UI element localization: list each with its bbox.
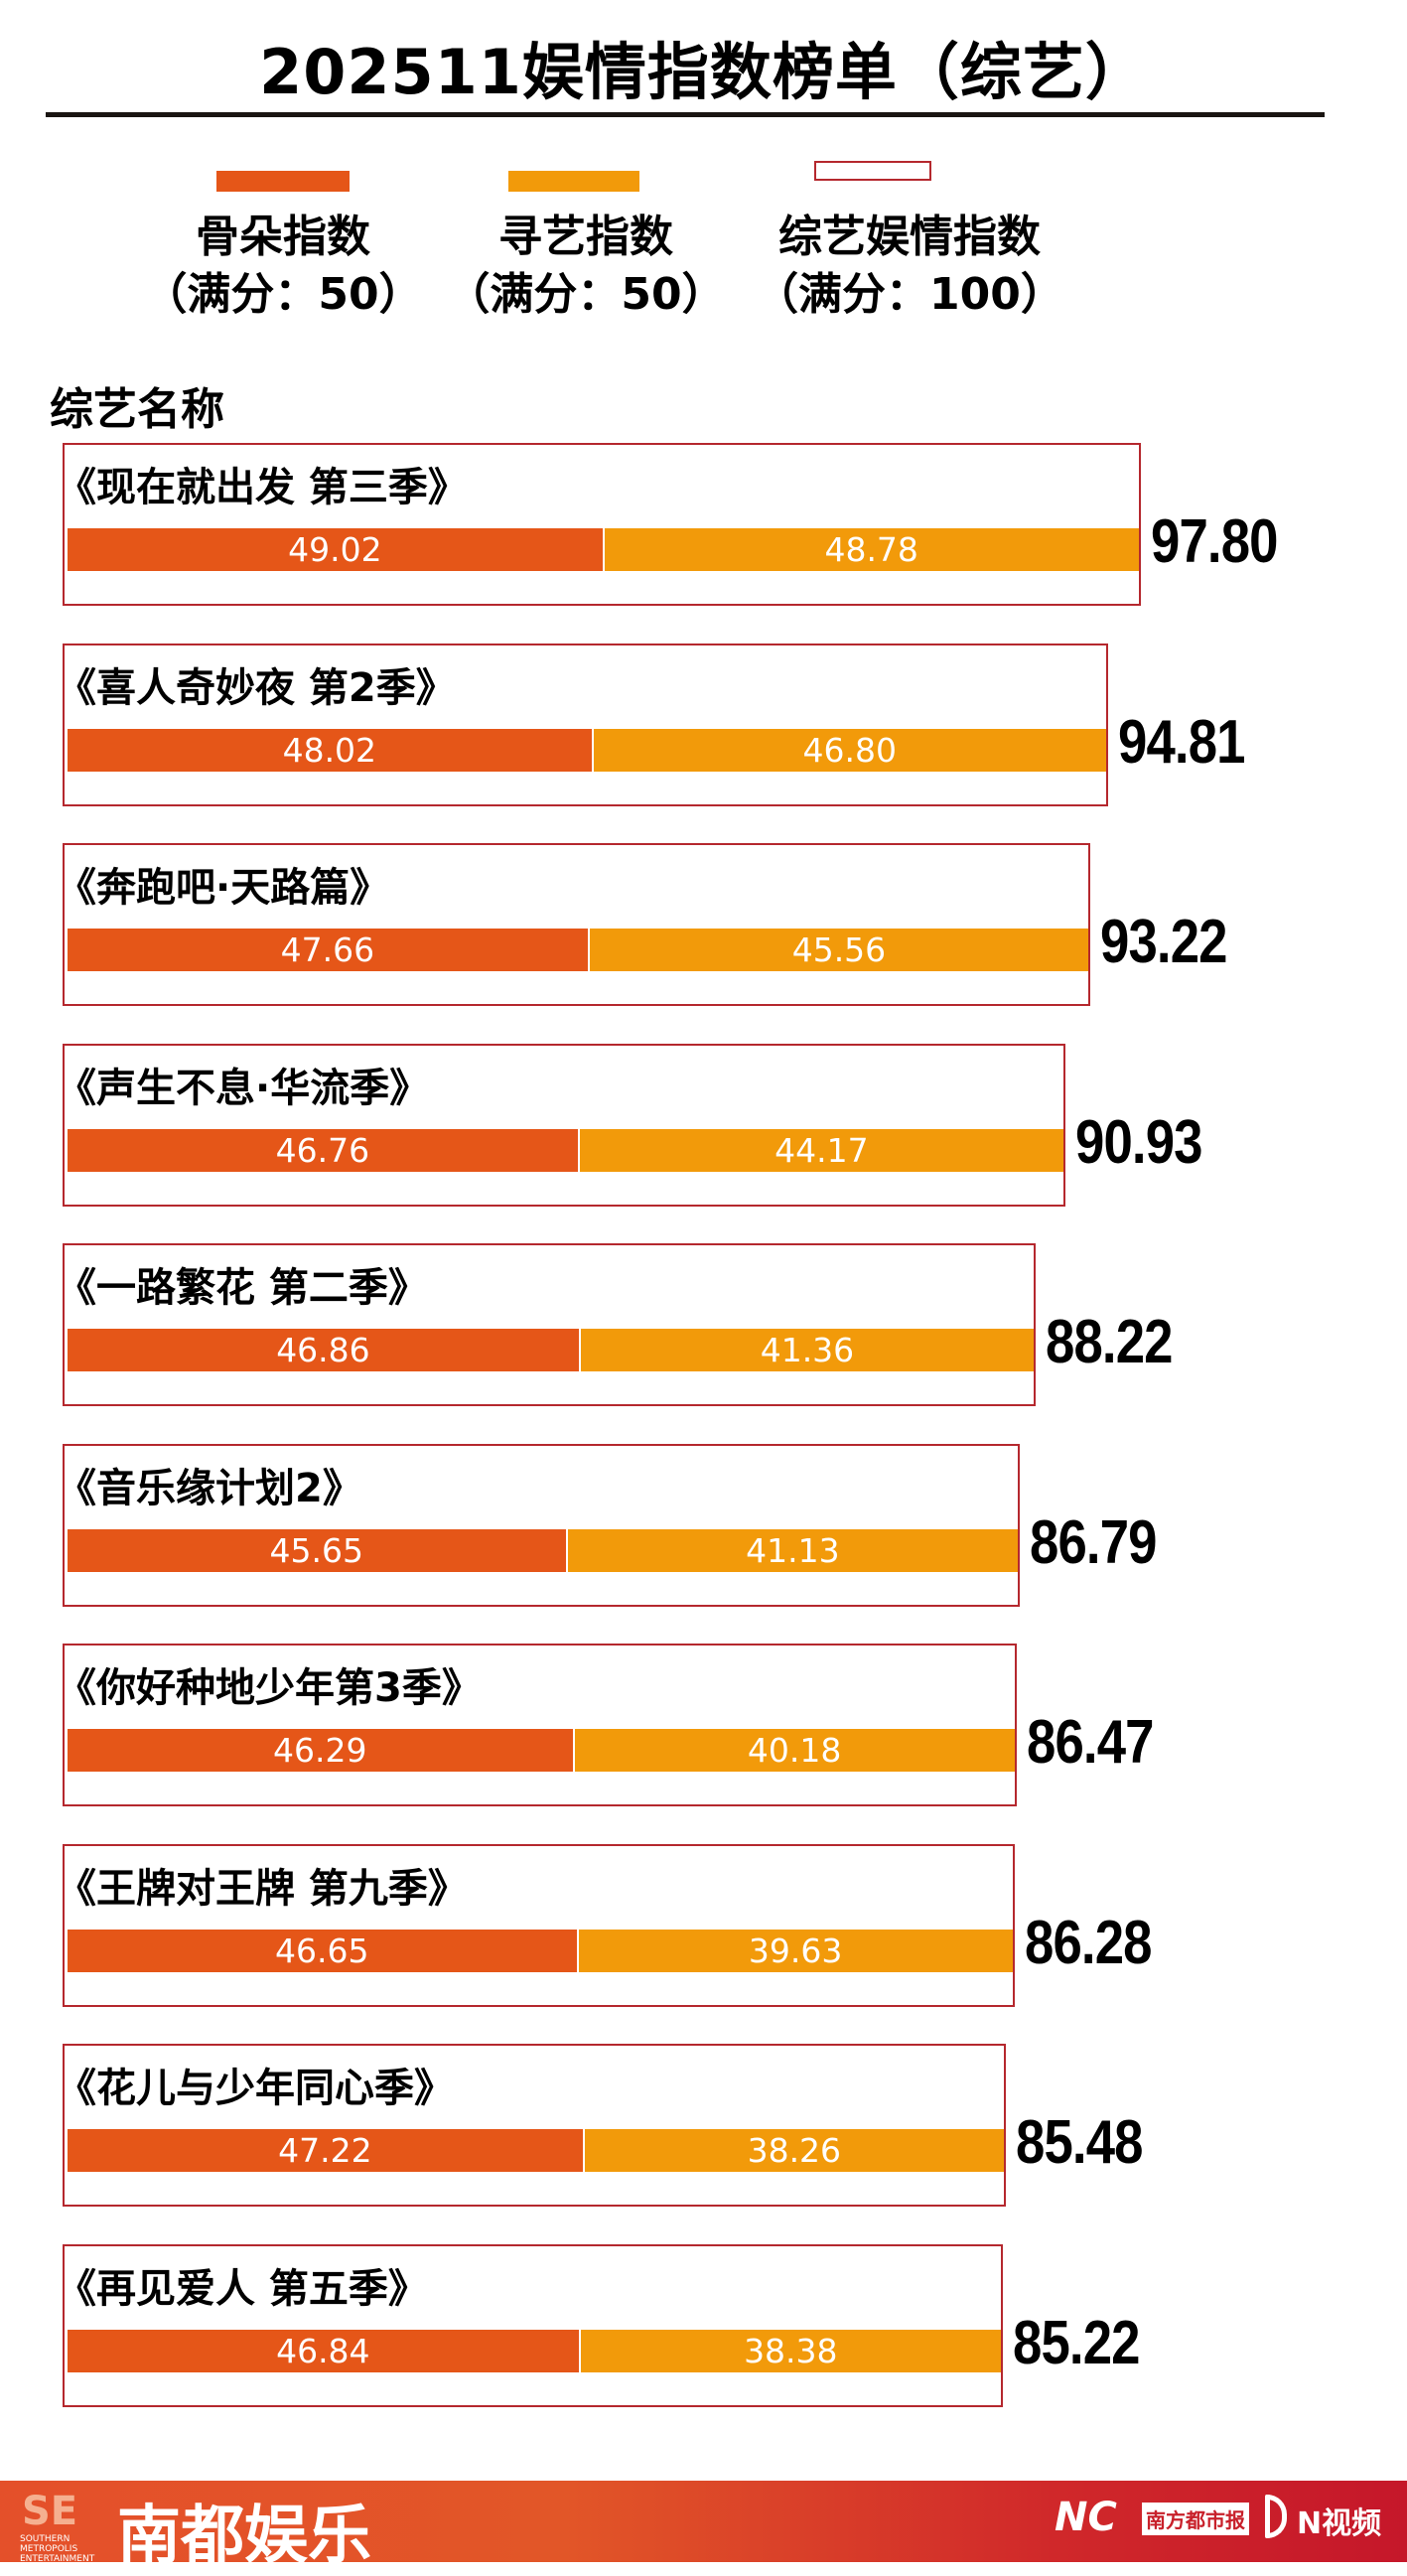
show-name: 《王牌对王牌 第九季》 xyxy=(57,1865,468,1912)
nvideo-icon xyxy=(1265,2495,1287,2538)
column-header: 综艺名称 xyxy=(50,384,224,435)
page-title: 202511娱情指数榜单（综艺） xyxy=(259,36,1148,108)
bar-guduo: 46.65 xyxy=(68,1929,579,1972)
total-score: 93.22 xyxy=(1100,908,1227,976)
show-name: 《喜人奇妙夜 第2季》 xyxy=(57,664,456,711)
legend-label: 寻艺指数 xyxy=(498,212,673,262)
title-divider xyxy=(46,112,1325,117)
chart-row: 《现在就出发 第三季》 49.02 48.78 xyxy=(57,443,1141,606)
legend-guduo: 骨朵指数 （满分：50） xyxy=(134,209,432,324)
total-score: 94.81 xyxy=(1117,707,1245,777)
show-name: 《现在就出发 第三季》 xyxy=(57,465,468,510)
chart-row: 《花儿与少年同心季》 47.22 38.26 xyxy=(57,2044,1006,2207)
chart-row: 《你好种地少年第3季》 46.29 40.18 xyxy=(57,1644,1017,1806)
show-name: 《声生不息·华流季》 xyxy=(57,1065,430,1111)
brand-logo: 南都娱乐 xyxy=(117,2500,371,2573)
partner-logo-nc: NC xyxy=(1055,2495,1117,2540)
bar-guduo: 47.22 xyxy=(68,2129,585,2172)
legend-swatch-xunyi xyxy=(508,171,639,192)
legend-note: （满分：50） xyxy=(446,269,726,320)
bar-xunyi: 39.63 xyxy=(578,1929,1013,1972)
bar-xunyi: 44.17 xyxy=(579,1128,1063,1172)
chart-row: 《一路繁花 第二季》 46.86 41.36 xyxy=(57,1243,1037,1406)
total-score: 86.28 xyxy=(1024,1908,1152,1977)
show-name: 《音乐缘计划2》 xyxy=(57,1465,362,1511)
bar-guduo: 45.65 xyxy=(68,1528,568,1572)
bar-xunyi: 41.36 xyxy=(580,1329,1035,1371)
partner-logo-nvideo: N视频 xyxy=(1297,2506,1382,2541)
legend-swatch-total xyxy=(814,161,931,181)
total-score: 88.22 xyxy=(1046,1308,1173,1376)
bar-guduo: 48.02 xyxy=(68,728,594,772)
show-name: 《再见爱人 第五季》 xyxy=(57,2265,428,2312)
legend-label: 综艺娱情指数 xyxy=(778,212,1041,262)
legend-swatch-guduo xyxy=(216,171,350,192)
chart-row: 《喜人奇妙夜 第2季》 48.02 46.80 xyxy=(57,643,1108,806)
legend-label: 骨朵指数 xyxy=(196,212,370,262)
bar-guduo: 46.84 xyxy=(68,2329,581,2372)
total-score: 85.22 xyxy=(1012,2308,1140,2377)
bar-guduo: 49.02 xyxy=(68,528,605,571)
chart-row: 《再见爱人 第五季》 46.84 38.38 xyxy=(57,2243,1003,2407)
chart-row: 《声生不息·华流季》 46.76 44.17 xyxy=(57,1043,1065,1207)
legend-xunyi: 寻艺指数 （满分：50） xyxy=(437,209,735,324)
bar-guduo: 46.76 xyxy=(68,1128,580,1172)
bar-xunyi: 41.13 xyxy=(567,1528,1019,1572)
bar-xunyi: 45.56 xyxy=(589,929,1089,971)
show-name: 《奔跑吧·天路篇》 xyxy=(57,865,390,911)
partner-logo-nandu: 南方都市报 xyxy=(1142,2503,1249,2535)
bar-guduo: 46.29 xyxy=(68,1729,575,1772)
chart-row: 《音乐缘计划2》 45.65 41.13 xyxy=(57,1443,1021,1607)
brand-mark-logo: SE xyxy=(22,2489,78,2534)
total-score: 90.93 xyxy=(1074,1107,1202,1177)
bar-xunyi: 48.78 xyxy=(604,528,1139,571)
bar-guduo: 46.86 xyxy=(68,1329,581,1371)
total-score: 97.80 xyxy=(1150,507,1278,576)
total-score: 85.48 xyxy=(1015,2108,1143,2177)
legend-note: （满分：100） xyxy=(755,269,1064,320)
show-name: 《一路繁花 第二季》 xyxy=(57,1265,428,1311)
legend-note: （满分：50） xyxy=(143,269,423,320)
chart-row: 《奔跑吧·天路篇》 47.66 45.56 xyxy=(57,843,1091,1006)
bar-xunyi: 38.26 xyxy=(584,2129,1004,2172)
legend-total: 综艺娱情指数 （满分：100） xyxy=(751,209,1068,324)
bar-xunyi: 46.80 xyxy=(593,728,1106,772)
bar-xunyi: 38.38 xyxy=(580,2329,1001,2372)
chart-row: 《王牌对王牌 第九季》 46.65 39.63 xyxy=(57,1843,1015,2007)
show-name: 《你好种地少年第3季》 xyxy=(57,1665,482,1711)
brand-subtitle: SOUTHERN METROPOLIS ENTERTAINMENT xyxy=(20,2534,95,2564)
total-score: 86.79 xyxy=(1030,1507,1157,1577)
footer-banner: SE SOUTHERN METROPOLIS ENTERTAINMENT 南都娱… xyxy=(0,2481,1407,2573)
show-name: 《花儿与少年同心季》 xyxy=(57,2066,454,2111)
bar-guduo: 47.66 xyxy=(68,929,590,971)
bar-xunyi: 40.18 xyxy=(574,1729,1015,1772)
total-score: 86.47 xyxy=(1026,1708,1154,1777)
